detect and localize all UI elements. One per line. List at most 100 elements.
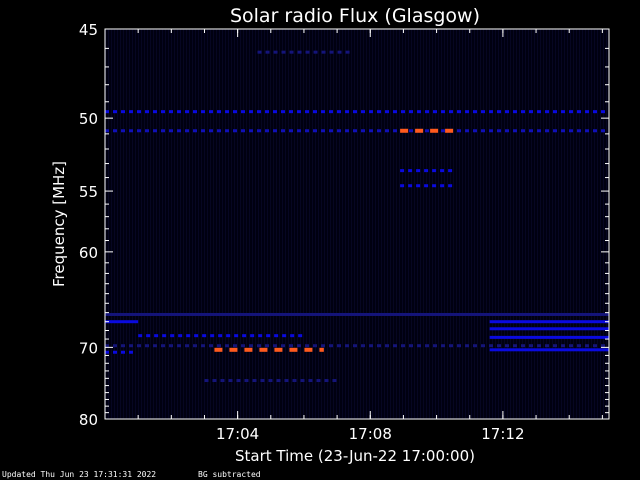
band-segment — [430, 128, 439, 133]
band-segment — [250, 334, 255, 338]
band-segment — [145, 129, 149, 133]
band-segment — [521, 129, 525, 133]
band-segment — [489, 129, 493, 133]
x-axis: 17:04 17:08 17:12 — [137, 29, 603, 443]
band-segment — [505, 110, 509, 114]
band-segment — [244, 379, 249, 383]
band-segment — [321, 110, 325, 114]
x-tick-label: 17:08 — [349, 425, 392, 443]
band-segment — [449, 110, 453, 114]
band-segment — [353, 129, 357, 133]
band-segment — [268, 379, 273, 383]
band-segment — [297, 110, 301, 114]
band-segment — [226, 334, 231, 338]
band-segment — [282, 334, 287, 338]
plot-background — [105, 29, 609, 419]
band-segment — [241, 344, 245, 348]
band-segment — [259, 347, 268, 352]
band-segment — [218, 334, 223, 338]
band-segment — [209, 110, 213, 114]
band-segment — [401, 110, 405, 114]
band-segment — [105, 344, 109, 348]
band-segment — [242, 334, 247, 338]
band-segment — [257, 129, 261, 133]
band-segment — [249, 344, 253, 348]
band-segment — [369, 129, 373, 133]
band-segment — [236, 379, 241, 383]
band-segment — [137, 344, 141, 348]
band-segment — [497, 344, 501, 348]
band-segment — [201, 344, 205, 348]
band-segment — [313, 129, 317, 133]
band-segment — [137, 110, 141, 114]
y-tick-label: 45 — [79, 21, 98, 39]
band-segment — [561, 129, 565, 133]
plot-frame — [104, 28, 610, 420]
band-segment — [304, 347, 313, 352]
band-segment — [345, 110, 349, 114]
band-segment — [281, 50, 286, 54]
band-segment — [265, 110, 269, 114]
band-segment — [473, 110, 477, 114]
band-segment — [369, 344, 373, 348]
band-segment — [521, 110, 525, 114]
band-segment — [433, 344, 437, 348]
band-segment — [385, 129, 389, 133]
band-segment — [537, 110, 541, 114]
band-segment — [209, 344, 213, 348]
band-segment — [257, 344, 261, 348]
y-tick-label: 60 — [79, 244, 98, 262]
band-segment — [169, 344, 173, 348]
band-segment — [153, 344, 157, 348]
band-segment — [229, 347, 238, 352]
band-segment — [457, 344, 461, 348]
emission-bands — [105, 50, 609, 383]
band-segment — [553, 110, 557, 114]
band-segment — [425, 129, 429, 133]
band-segment — [441, 110, 445, 114]
band-segment — [401, 344, 405, 348]
band-segment — [400, 184, 405, 188]
band-segment — [505, 344, 509, 348]
band-segment — [433, 110, 437, 114]
band-segment — [289, 344, 293, 348]
band-segment — [393, 110, 397, 114]
band-segment — [225, 129, 229, 133]
band-segment — [185, 110, 189, 114]
band-segment — [305, 344, 309, 348]
band-segment — [121, 129, 125, 133]
band-segment — [593, 129, 597, 133]
band-segment — [329, 110, 333, 114]
chart-title: Solar radio Flux (Glasgow) — [230, 5, 480, 27]
band-segment — [266, 334, 271, 338]
band-segment — [353, 344, 357, 348]
y-tick-label: 80 — [79, 411, 98, 429]
band-segment — [400, 169, 405, 173]
band-segment — [273, 129, 277, 133]
band-segment — [424, 184, 429, 188]
band-segment — [252, 379, 257, 383]
band-segment — [601, 129, 605, 133]
band-segment — [161, 344, 165, 348]
band-segment — [113, 110, 117, 114]
band-segment — [353, 110, 357, 114]
x-axis-label: Start Time (23-Jun-22 17:00:00) — [235, 447, 475, 465]
band-segment — [377, 129, 381, 133]
band-segment — [185, 129, 189, 133]
band-segment — [441, 129, 445, 133]
band-segment — [260, 379, 265, 383]
band-segment — [319, 347, 324, 352]
band-segment — [561, 110, 565, 114]
band-segment — [289, 50, 294, 54]
band-segment — [585, 344, 589, 348]
band-segment — [276, 379, 281, 383]
band-segment — [274, 347, 283, 352]
band-segment — [361, 344, 365, 348]
band-segment — [497, 110, 501, 114]
y-tick-label: 55 — [79, 183, 98, 201]
band-segment — [300, 379, 305, 383]
band-segment — [129, 129, 133, 133]
band-segment — [201, 129, 205, 133]
band-segment — [214, 347, 223, 352]
